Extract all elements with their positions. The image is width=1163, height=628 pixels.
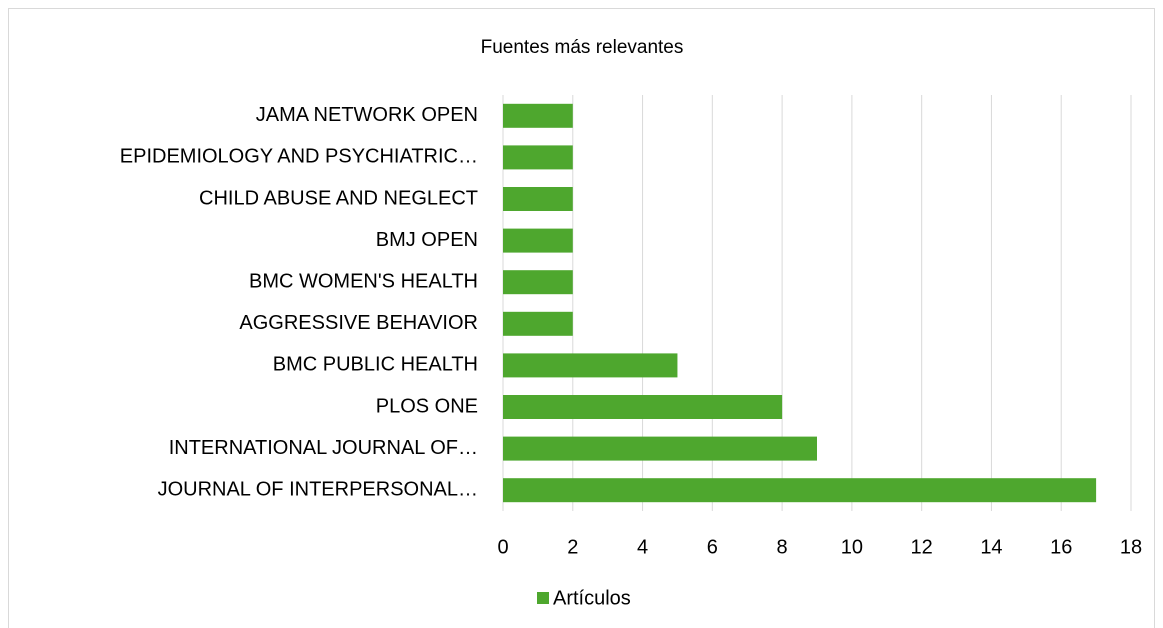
legend-label: Artículos (553, 587, 631, 609)
bar (503, 353, 678, 378)
x-tick-label: 16 (1050, 536, 1072, 558)
y-tick-label: AGGRESSIVE BEHAVIOR (239, 312, 478, 334)
y-tick-label: JAMA NETWORK OPEN (256, 104, 478, 126)
y-tick-label: BMJ OPEN (376, 229, 478, 251)
x-tick-label: 6 (707, 536, 718, 558)
x-tick-label: 10 (841, 536, 863, 558)
bar (503, 103, 573, 128)
bar (503, 228, 573, 253)
bar (503, 187, 573, 211)
bar (503, 436, 817, 461)
bar (503, 478, 1097, 503)
x-tick-label: 12 (911, 536, 933, 558)
x-tick-label: 8 (777, 536, 788, 558)
bar (503, 395, 783, 419)
y-tick-label: BMC PUBLIC HEALTH (273, 354, 478, 376)
chart-title: Fuentes más relevantes (481, 37, 684, 58)
y-tick-label: PLOS ONE (376, 395, 478, 417)
chart-border (8, 8, 1155, 628)
bar (503, 145, 573, 170)
y-tick-label: EPIDEMIOLOGY AND PSYCHIATRIC… (120, 146, 478, 168)
bar (503, 270, 573, 295)
y-tick-label: BMC WOMEN'S HEALTH (249, 270, 478, 292)
y-tick-label: CHILD ABUSE AND NEGLECT (199, 187, 478, 209)
x-tick-label: 2 (567, 536, 578, 558)
legend-swatch (537, 592, 549, 604)
x-tick-label: 18 (1120, 536, 1142, 558)
x-tick-label: 0 (497, 536, 508, 558)
x-tick-label: 14 (980, 536, 1002, 558)
y-tick-label: JOURNAL OF INTERPERSONAL… (158, 478, 478, 500)
x-tick-label: 4 (637, 536, 648, 558)
y-tick-label: INTERNATIONAL JOURNAL OF… (169, 437, 478, 459)
bar (503, 311, 573, 336)
